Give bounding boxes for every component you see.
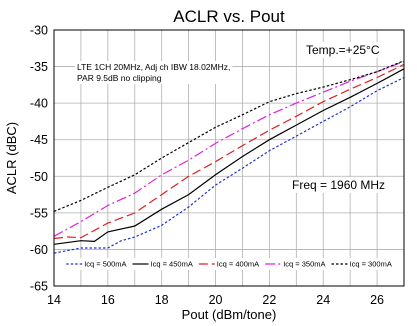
legend-label: Icq = 400mA (217, 260, 259, 269)
y-axis-label: ACLR (dBC) (4, 122, 19, 194)
y-tick-label: -55 (30, 206, 48, 220)
y-tick-label: -60 (30, 243, 48, 257)
x-tick-label: 18 (155, 293, 169, 307)
test-condition-annotation: LTE 1CH 20MHz, Adj ch IBW 18.02MHz, PAR … (75, 61, 233, 84)
y-tick-label: -40 (30, 97, 48, 111)
series-lines (53, 60, 405, 254)
x-tick-label: 22 (262, 293, 276, 307)
legend-label: Icq = 500mA (84, 260, 126, 269)
temperature-label: Temp.=+25°C (306, 43, 380, 57)
legend-item-5: Icq = 300mA (331, 260, 392, 269)
x-tick-label: 26 (370, 293, 384, 307)
chart-title: ACLR vs. Pout (173, 7, 285, 26)
y-tick-label: -45 (30, 133, 48, 147)
y-tick-label: -35 (30, 60, 48, 74)
series-line-5 (53, 60, 405, 212)
temperature-background (304, 42, 382, 58)
frequency-annotation: Freq = 1960 MHz (290, 177, 388, 193)
x-tick-label: 14 (47, 293, 61, 307)
series-line-4 (53, 60, 405, 237)
x-tick-label: 16 (101, 293, 115, 307)
legend-label: Icq = 450mA (151, 260, 193, 269)
y-tick-label: -50 (30, 170, 48, 184)
test-condition-line-2: PAR 9.5dB no clipping (77, 73, 162, 83)
legend-item-3: Icq = 400mA (198, 260, 259, 269)
frequency-label: Freq = 1960 MHz (292, 178, 385, 192)
x-axis-label: Pout (dBm/tone) (182, 307, 277, 322)
legend-item-1: Icq = 500mA (66, 260, 127, 269)
x-tick-label: 24 (316, 293, 330, 307)
test-condition-line-1: LTE 1CH 20MHz, Adj ch IBW 18.02MHz, (77, 62, 230, 72)
x-tick-label: 20 (209, 293, 223, 307)
series-line-2 (53, 68, 405, 245)
plot-area (53, 29, 405, 287)
legend: Icq = 500mA Icq = 450mA Icq = 400mA Icq = 3… (63, 258, 395, 270)
temperature-annotation: Temp.=+25°C (304, 42, 382, 58)
legend-label: Icq = 350mA (283, 260, 325, 269)
frequency-background (290, 177, 388, 193)
legend-item-2: Icq = 450mA (132, 260, 193, 269)
y-tick-label: -30 (30, 24, 48, 38)
test-condition-background (75, 61, 233, 84)
legend-label: Icq = 300mA (350, 260, 392, 269)
tick-labels: 14 16 18 20 22 24 26 -65 -60 -55 -50 -45 -40 -35 -30 (30, 24, 384, 308)
series-line-3 (53, 63, 405, 240)
legend-item-4: Icq = 350mA (265, 260, 326, 269)
legend-background (63, 258, 395, 270)
series-line-1 (53, 76, 405, 254)
y-tick-label: -65 (30, 280, 48, 294)
